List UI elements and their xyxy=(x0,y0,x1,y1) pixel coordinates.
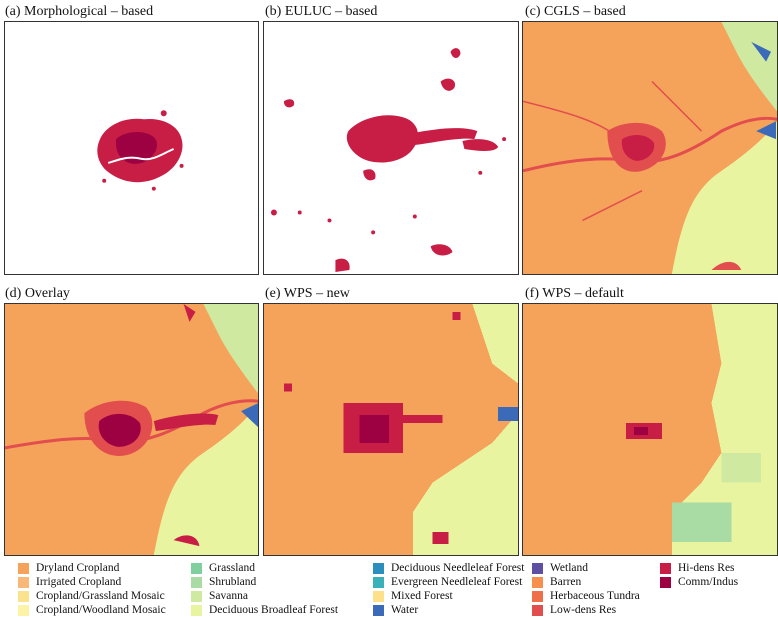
legend-swatch xyxy=(660,577,671,588)
legend-swatch xyxy=(191,591,202,602)
map-panel-f-wps-default xyxy=(522,303,778,556)
panel-b-title: (b) EULUC – based xyxy=(265,4,378,19)
legend-label: Hi-dens Res xyxy=(678,562,735,574)
map-panel-e-wps-new xyxy=(263,303,519,556)
legend-label: Herbaceous Tundra xyxy=(550,590,640,602)
legend-swatch xyxy=(373,605,384,616)
legend-label: Wetland xyxy=(550,562,589,574)
panel-f-title: (f) WPS – default xyxy=(525,286,624,301)
legend-label: Deciduous Broadleaf Forest xyxy=(209,604,339,616)
legend-swatch xyxy=(532,591,543,602)
legend-swatch xyxy=(660,563,671,574)
legend-label: Shrubland xyxy=(209,576,257,588)
map-c-canvas xyxy=(523,22,777,274)
legend-label: Savanna xyxy=(209,590,248,602)
legend-label: Comm/Indus xyxy=(678,576,739,588)
legend-label: Deciduous Needleleaf Forest xyxy=(391,562,525,574)
map-f-canvas xyxy=(523,304,777,555)
legend-label: Grassland xyxy=(209,562,255,574)
map-panel-d-overlay xyxy=(4,303,259,556)
map-panel-c-cgls xyxy=(522,21,778,275)
panel-d-title: (d) Overlay xyxy=(5,286,70,301)
legend-swatch xyxy=(532,563,543,574)
legend: Dryland Cropland Irrigated Cropland Crop… xyxy=(0,562,778,618)
map-b-canvas xyxy=(264,22,518,274)
panel-e-title: (e) WPS – new xyxy=(265,286,350,301)
legend-swatch xyxy=(18,605,29,616)
legend-label: Mixed Forest xyxy=(391,590,453,602)
legend-swatch xyxy=(373,577,384,588)
legend-swatch xyxy=(18,591,29,602)
legend-label: Low-dens Res xyxy=(550,604,617,616)
legend-swatch xyxy=(373,591,384,602)
legend-label: Irrigated Cropland xyxy=(36,576,122,588)
legend-label: Dryland Cropland xyxy=(36,562,120,574)
legend-label: Evergreen Needleleaf Forest xyxy=(391,576,523,588)
legend-label: Cropland/Grassland Mosaic xyxy=(36,590,165,602)
panel-c-title: (c) CGLS – based xyxy=(525,4,626,19)
legend-swatch xyxy=(191,563,202,574)
legend-swatch xyxy=(373,563,384,574)
legend-swatch xyxy=(18,577,29,588)
map-d-canvas xyxy=(5,304,258,555)
legend-swatch xyxy=(191,577,202,588)
legend-label: Cropland/Woodland Mosaic xyxy=(36,604,166,616)
urban-cluster-central xyxy=(97,110,184,191)
legend-swatch xyxy=(532,605,543,616)
legend-label: Barren xyxy=(550,576,582,588)
map-a-canvas xyxy=(5,22,258,274)
legend-swatch xyxy=(532,577,543,588)
urban-patches xyxy=(270,48,507,273)
map-panel-b-euluc xyxy=(263,21,519,275)
panel-a-title: (a) Morphological – based xyxy=(5,4,154,19)
map-e-canvas xyxy=(264,304,518,555)
legend-swatch xyxy=(18,563,29,574)
legend-swatch xyxy=(191,605,202,616)
legend-label: Water xyxy=(391,604,419,616)
map-panel-a-morphological xyxy=(4,21,259,275)
